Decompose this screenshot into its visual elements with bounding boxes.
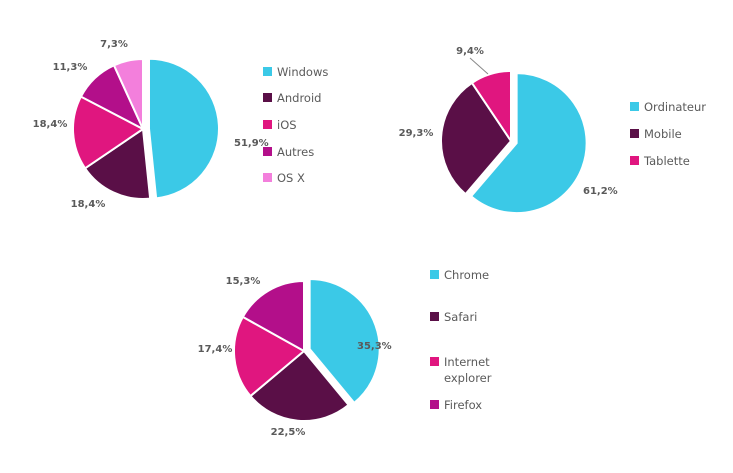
- legend-label: Ordinateur: [644, 100, 706, 114]
- legend-label: Windows: [277, 65, 328, 79]
- legend: Ordinateur Mobile Tablette: [630, 100, 706, 168]
- legend-swatch: [630, 102, 639, 111]
- leader-line: [469, 57, 489, 75]
- legend-swatch: [430, 357, 439, 366]
- legend-swatch: [263, 120, 272, 129]
- legend-swatch: [430, 400, 439, 409]
- data-label: 22,5%: [271, 427, 306, 438]
- legend-label: Android: [277, 91, 321, 105]
- legend-swatch: [430, 270, 439, 279]
- legend-label: iOS: [277, 118, 297, 132]
- legend-swatch: [630, 156, 639, 165]
- data-label: 7,3%: [100, 39, 128, 50]
- pie-slice-chrome: [308, 277, 381, 405]
- pie-slice-internet-explorer: [233, 315, 306, 398]
- data-label: 35,3%: [357, 341, 392, 352]
- pie-slice-tablette: [470, 69, 512, 145]
- legend-label: Mobile: [644, 127, 682, 141]
- data-label: 9,4%: [456, 46, 484, 57]
- pie-chart-2: 61,2% 29,3% 9,4% Ordinateur Mobile Tablette: [399, 46, 706, 215]
- pie-slice-windows: [147, 57, 220, 200]
- pie-slice-os-x: [112, 57, 144, 130]
- legend: Chrome Safari Internet explorer Firefox: [430, 268, 492, 412]
- data-label: 29,3%: [399, 128, 434, 139]
- legend-label: explorer: [444, 371, 492, 385]
- pie-chart-3: 35,3% 22,5% 17,4% 15,3% Chrome Safari Internet…: [198, 268, 492, 438]
- legend-swatch: [263, 173, 272, 182]
- data-label: 15,3%: [226, 276, 261, 287]
- legend-label: Tablette: [643, 154, 690, 168]
- legend-swatch: [430, 312, 439, 321]
- legend-swatch: [263, 67, 272, 76]
- pie-slice-mobile: [440, 81, 513, 196]
- legend: Windows Android iOS Autres OS X: [263, 65, 328, 185]
- pie-slice-firefox: [241, 279, 305, 353]
- legend-label: Firefox: [444, 398, 482, 412]
- pie-slice-ordinateur: [469, 72, 588, 215]
- data-label: 18,4%: [33, 119, 68, 130]
- legend-label: Autres: [277, 145, 314, 159]
- data-label: 61,2%: [583, 186, 618, 197]
- legend-label: Internet: [444, 355, 490, 369]
- data-label: 17,4%: [198, 344, 233, 355]
- legend-label: OS X: [277, 171, 305, 185]
- legend-swatch: [630, 129, 639, 138]
- pie-chart-1: 51,9% 18,4% 18,4% 11,3% 7,3% Windows Android iO…: [33, 39, 329, 210]
- data-label: 51,9%: [234, 138, 269, 149]
- pie-slice-ios: [72, 95, 145, 170]
- data-label: 11,3%: [53, 62, 88, 73]
- legend-swatch: [263, 93, 272, 102]
- legend-label: Chrome: [444, 268, 489, 282]
- data-label: 18,4%: [71, 199, 106, 210]
- legend-label: Safari: [444, 310, 477, 324]
- pie-slice-safari: [249, 349, 351, 422]
- legend-swatch: [263, 147, 272, 156]
- pie-slice-android: [83, 127, 152, 200]
